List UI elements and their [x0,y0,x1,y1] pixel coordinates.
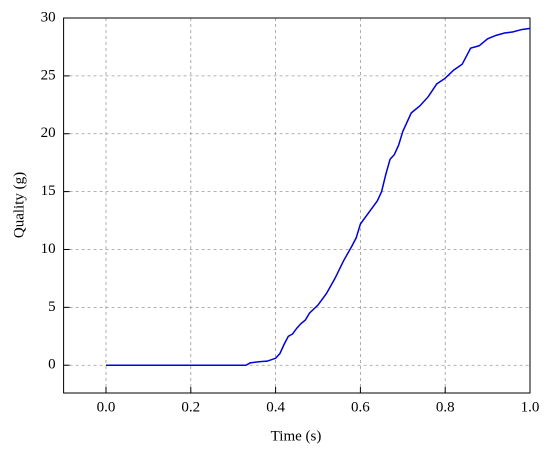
x-tick-label: 0.2 [181,399,200,415]
data-line [106,27,531,366]
x-tick-label: 0.6 [351,399,370,415]
y-tick-label: 15 [41,183,56,199]
x-tick-label: 0.4 [266,399,285,415]
y-axis-label: Quality (g) [11,172,27,238]
plot-frame [63,17,531,394]
y-tick-label: 30 [41,9,56,25]
y-tick-label: 20 [41,125,56,141]
y-tick-label: 10 [41,241,56,257]
y-tick-label: 25 [41,67,56,83]
x-tick-label: 0.0 [97,399,116,415]
x-axis-label: Time (s) [271,428,322,444]
y-tick-label: 0 [48,357,56,373]
y-tick-label: 5 [48,299,56,315]
x-tick-label: 1.0 [521,399,540,415]
x-tick-label: 0.8 [436,399,455,415]
